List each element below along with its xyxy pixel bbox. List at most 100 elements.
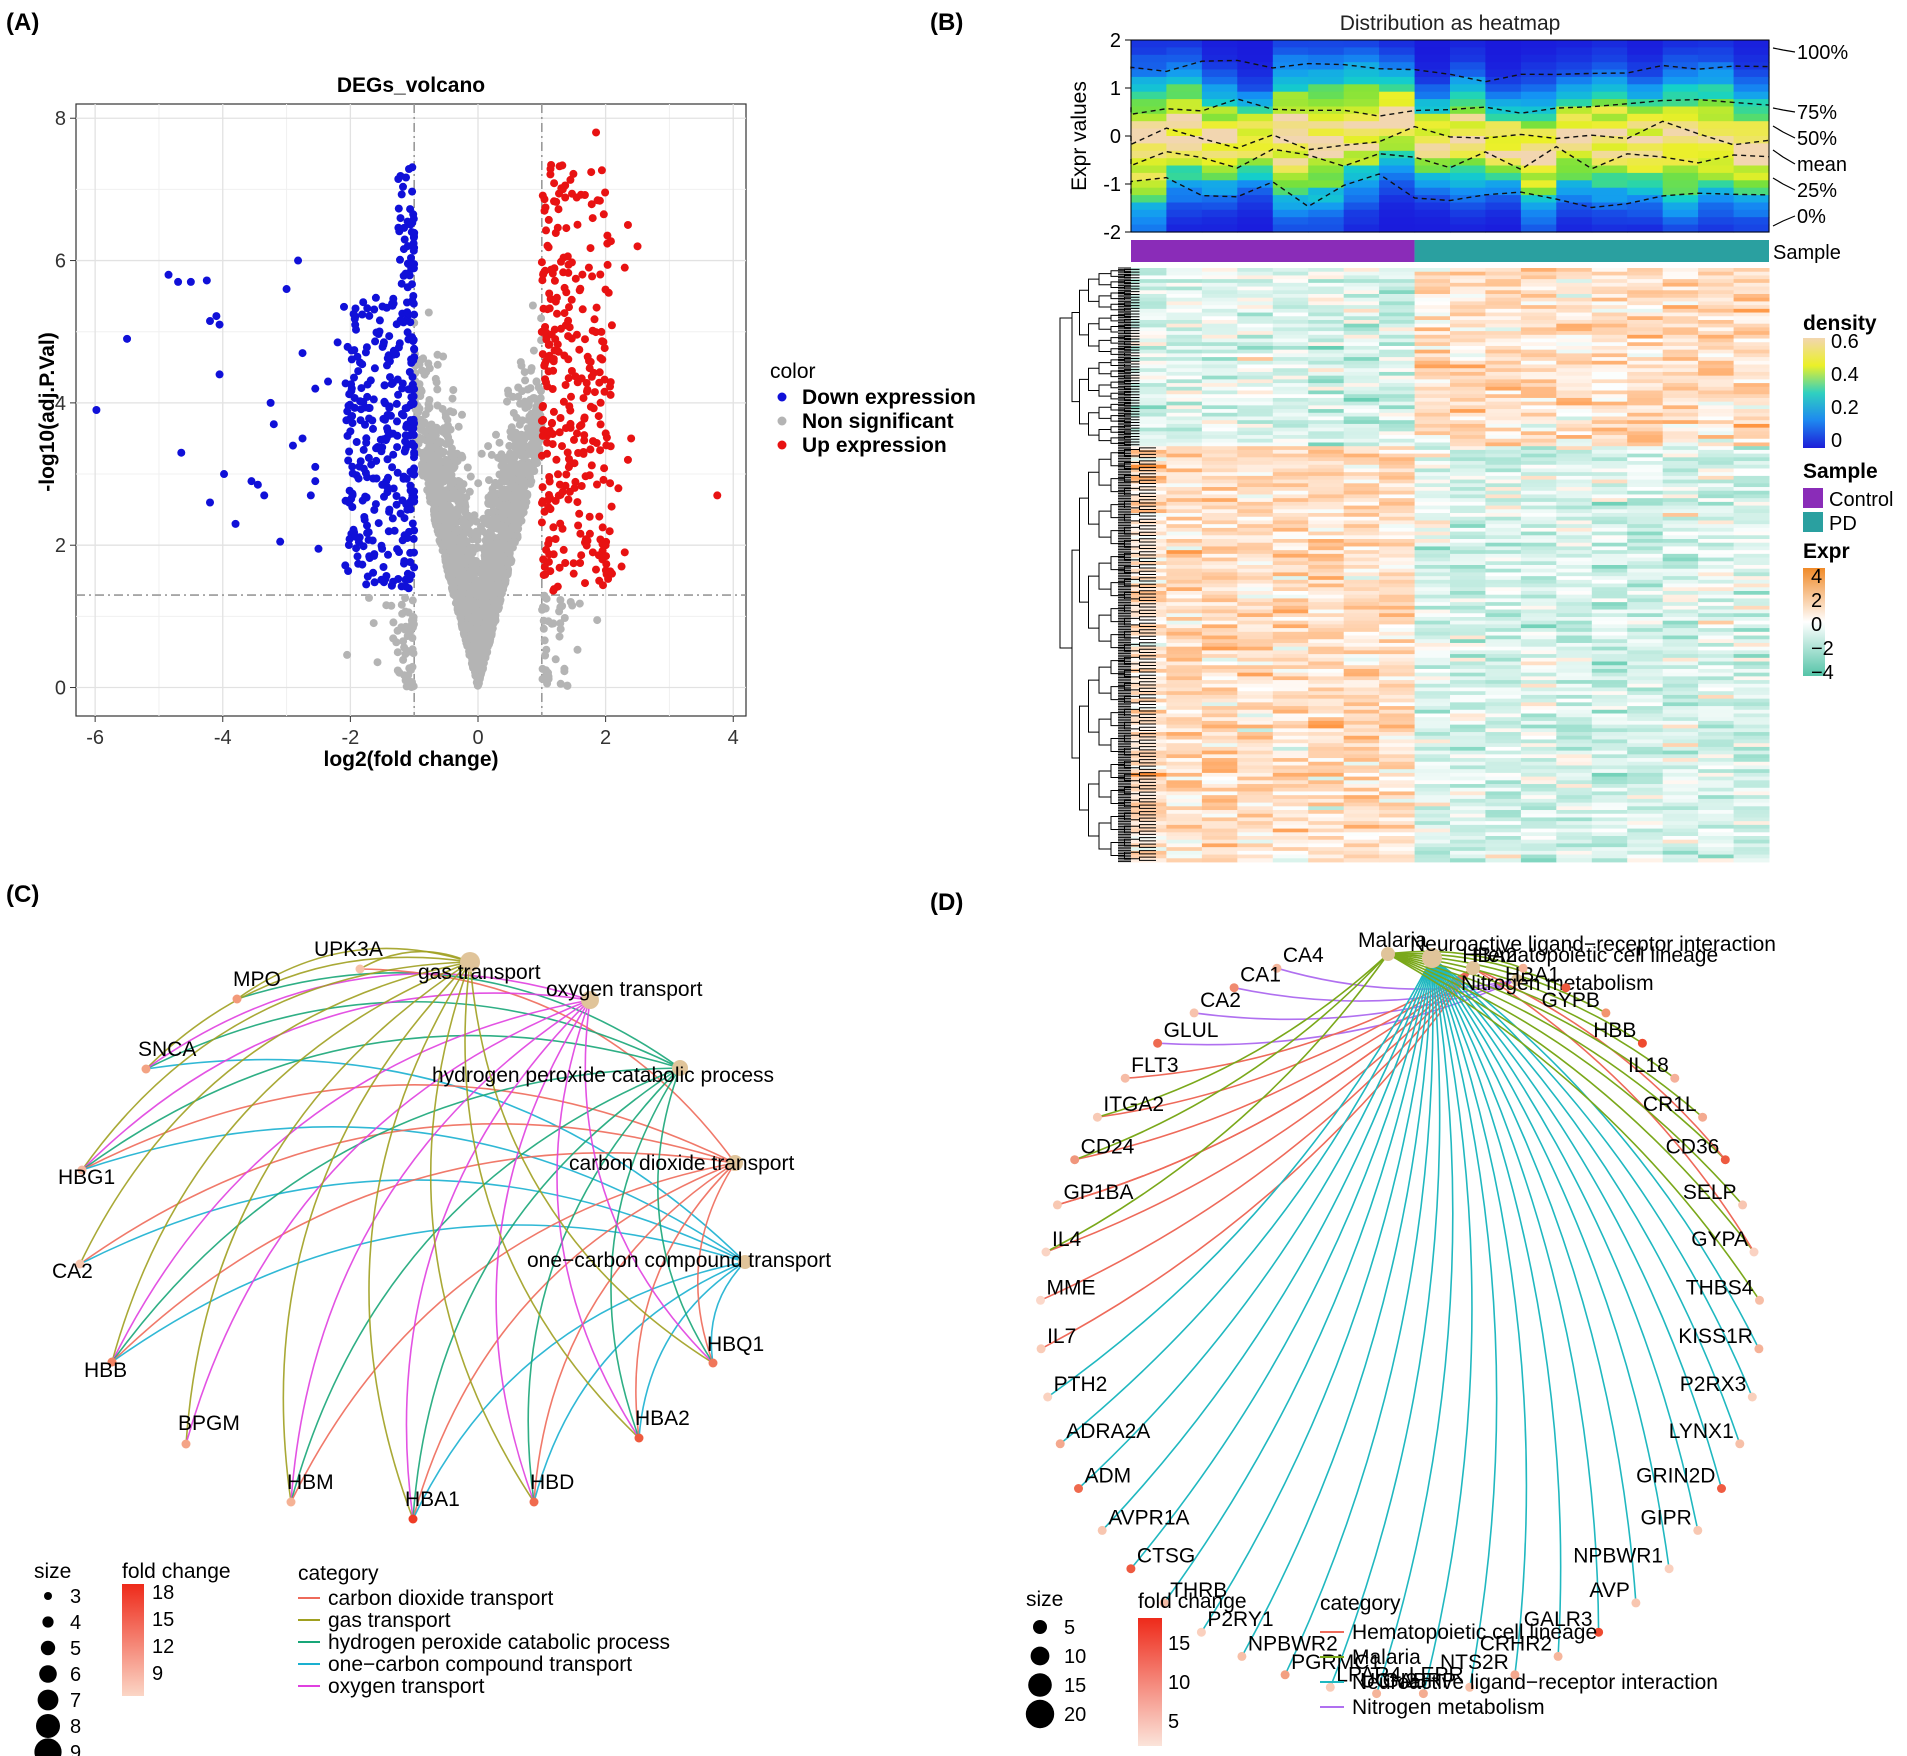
- point-up: [596, 270, 605, 279]
- density-cell: [1131, 202, 1167, 211]
- heatmap-cell: [1627, 271, 1664, 276]
- density-cell: [1414, 224, 1451, 233]
- heatmap-cell: [1379, 412, 1415, 417]
- heatmap-cell: [1379, 353, 1415, 358]
- heatmap-cell: [1733, 416, 1770, 421]
- heatmap-cell: [1520, 461, 1557, 466]
- point-up: [556, 519, 565, 528]
- heatmap-cell: [1308, 394, 1345, 399]
- heatmap-cell: [1308, 409, 1345, 414]
- density-cell: [1627, 136, 1664, 144]
- point-nonsig: [454, 422, 463, 431]
- density-cell: [1556, 195, 1593, 204]
- point-down: [377, 541, 386, 550]
- point-down-outlier: [333, 338, 342, 347]
- point-down: [358, 310, 367, 319]
- point-up: [538, 403, 547, 412]
- heatmap-cell: [1520, 345, 1557, 351]
- point-down: [351, 304, 360, 313]
- point-up: [590, 388, 599, 397]
- point-down: [357, 405, 366, 414]
- heatmap-cell: [1556, 527, 1593, 532]
- heatmap-cell: [1698, 527, 1734, 532]
- heatmap-cell: [1166, 268, 1203, 273]
- heatmap-cell: [1520, 524, 1557, 529]
- heatmap-cell: [1556, 353, 1593, 358]
- density-cell: [1201, 143, 1238, 152]
- heatmap-cell: [1627, 423, 1664, 429]
- heatmap-cell: [1272, 457, 1309, 462]
- heatmap-cell: [1733, 331, 1770, 336]
- density-cell: [1166, 209, 1203, 218]
- heatmap-cell: [1131, 323, 1167, 328]
- heatmap-cell: [1556, 390, 1593, 395]
- heatmap-cell: [1414, 390, 1451, 395]
- heatmap-cell: [1414, 427, 1451, 432]
- heatmap-cell: [1166, 394, 1203, 399]
- heatmap-cell: [1662, 524, 1699, 529]
- point-down: [394, 223, 403, 232]
- heatmap-cell: [1379, 342, 1415, 347]
- point-down: [398, 536, 407, 545]
- point-down-outlier: [298, 434, 307, 443]
- heatmap-cell: [1520, 282, 1557, 287]
- heatmap-cell: [1201, 405, 1238, 410]
- heatmap-cell: [1627, 490, 1664, 495]
- heatmap-cell: [1485, 334, 1522, 339]
- density-cell: [1237, 195, 1274, 204]
- heatmap-cell: [1698, 464, 1734, 469]
- density-cell: [1414, 47, 1451, 56]
- point-down: [363, 529, 372, 538]
- heatmap-cell: [1556, 286, 1593, 291]
- heatmap-cell: [1201, 472, 1238, 477]
- point-up: [566, 419, 575, 428]
- point-nonsig: [454, 598, 463, 607]
- heatmap-cell: [1450, 505, 1486, 510]
- point-down: [402, 474, 411, 483]
- heatmap-cell: [1166, 327, 1203, 332]
- density-cell: [1272, 121, 1309, 130]
- heatmap-cell: [1272, 516, 1309, 521]
- density-cell: [1698, 113, 1735, 122]
- point-down: [409, 299, 418, 308]
- heatmap-cell: [1698, 416, 1734, 421]
- panel-label-c: (C): [6, 881, 39, 908]
- point-down: [363, 572, 372, 581]
- heatmap-cell: [1343, 319, 1380, 325]
- point-nonsig: [476, 598, 485, 606]
- heatmap-cell: [1556, 338, 1593, 343]
- heatmap-cell: [1166, 494, 1203, 499]
- point-nonsig: [527, 419, 536, 428]
- heatmap-cell: [1201, 524, 1238, 529]
- heatmap-cell: [1379, 312, 1415, 317]
- point-down: [408, 280, 416, 289]
- heatmap-cell: [1308, 412, 1345, 417]
- density-cell: [1237, 224, 1274, 233]
- density-cell: [1201, 209, 1238, 218]
- heatmap-cell: [1166, 345, 1203, 351]
- point-down: [385, 505, 394, 514]
- heatmap-cell: [1237, 394, 1274, 399]
- point-nonsig: [526, 384, 535, 393]
- heatmap-cell: [1343, 509, 1380, 514]
- density-cell: [1733, 106, 1770, 115]
- heatmap-cell: [1627, 383, 1664, 388]
- point-down-outlier: [314, 544, 323, 553]
- heatmap-cell: [1343, 409, 1380, 414]
- point-up: [601, 188, 610, 197]
- point-up: [595, 512, 604, 521]
- heatmap-cell: [1450, 345, 1486, 351]
- density-cell: [1131, 54, 1167, 63]
- density-cell: [1733, 84, 1770, 93]
- heatmap-cell: [1379, 316, 1415, 321]
- point-down-outlier: [276, 537, 285, 546]
- point-up: [541, 323, 550, 331]
- density-cell: [1485, 209, 1522, 218]
- heatmap-cell: [1237, 312, 1274, 317]
- heatmap-cell: [1379, 323, 1415, 328]
- heatmap-cell: [1733, 409, 1770, 414]
- point-nonsig: [459, 580, 468, 589]
- density-cell: [1237, 143, 1274, 152]
- heatmap-cell: [1343, 305, 1380, 310]
- heatmap-cell: [1662, 290, 1699, 295]
